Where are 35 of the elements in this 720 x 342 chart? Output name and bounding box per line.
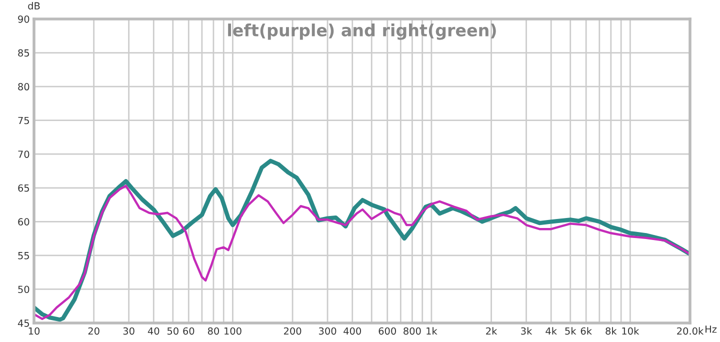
y-axis-title: dB [28,2,40,10]
x-tick-label: 800 [404,327,421,335]
y-tick-label: 60 [18,218,30,226]
x-tick-label: 1k [426,327,438,335]
x-tick-label: 40 [148,327,160,335]
y-tick-label: 50 [18,286,30,294]
x-tick-label: 600 [378,327,396,335]
x-tick-label: 20.0k [677,327,704,335]
x-tick-label: 30 [123,327,134,335]
y-tick-label: 65 [18,184,29,192]
y-tick-label: 55 [18,252,29,260]
x-tick-label: 2k [486,327,498,335]
x-tick-label: 8k [606,327,617,335]
x-tick-label: 60 [183,327,194,335]
y-tick-label: 80 [18,83,30,90]
y-tick-label: 45 [18,320,29,327]
x-tick-label: 6k [580,327,592,335]
x-tick-label: 50 [167,327,178,335]
x-tick-label: 200 [284,327,302,335]
chart-title: left(purple) and right(green) [228,24,496,40]
y-tick-label: 70 [18,150,30,158]
x-tick-label: 10k [622,327,640,335]
x-tick-label: 80 [208,327,220,335]
x-tick-label: 5k [565,327,576,335]
x-tick-label: 3k [521,327,532,335]
x-tick-label: 4k [546,327,557,335]
x-axis-title: Hz [706,326,717,333]
x-tick-label: 400 [344,327,362,335]
x-tick-label: 100 [224,327,242,335]
y-tick-label: 85 [18,49,29,57]
x-tick-label: 20 [88,327,100,335]
y-tick-label: 90 [18,15,30,23]
y-tick-label: 75 [18,116,29,124]
x-tick-label: 300 [319,327,336,335]
x-tick-label: 10 [28,327,40,335]
